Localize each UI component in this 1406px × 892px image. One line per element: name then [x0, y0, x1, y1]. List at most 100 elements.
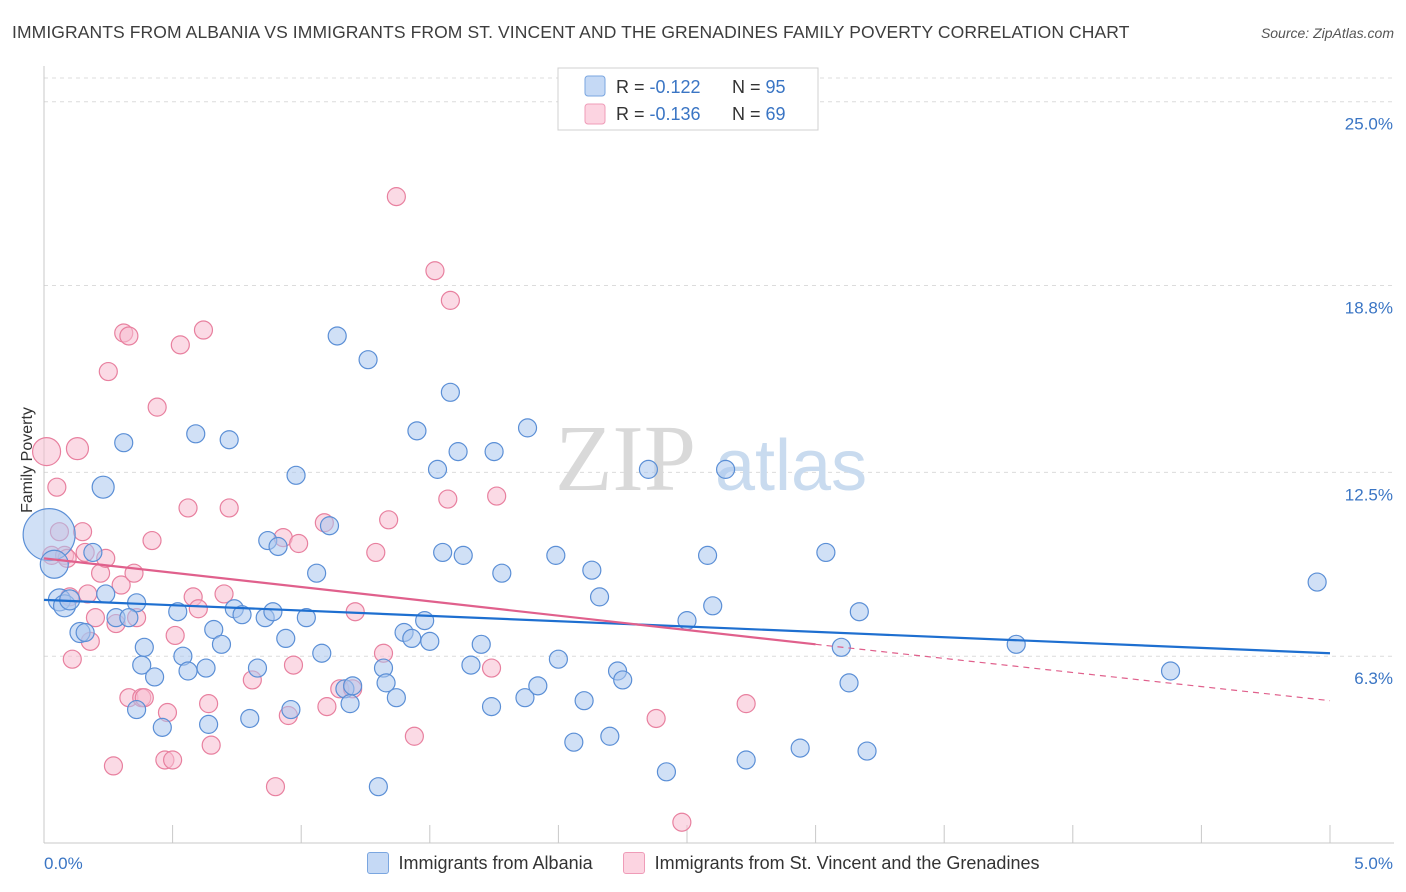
- data-point: [672, 812, 692, 832]
- data-point: [163, 750, 183, 770]
- data-point: [440, 382, 460, 402]
- data-point: [168, 602, 188, 622]
- data-point: [317, 697, 337, 717]
- data-point: [548, 649, 569, 669]
- data-point: [204, 619, 224, 640]
- stats-n-value: 95: [766, 77, 786, 97]
- data-point: [283, 655, 304, 675]
- data-point: [232, 605, 252, 625]
- data-point: [448, 442, 468, 462]
- data-point: [247, 658, 268, 678]
- data-point: [366, 542, 386, 563]
- data-point: [790, 738, 810, 758]
- data-point: [703, 596, 723, 616]
- bottom-legend: Immigrants from Albania Immigrants from …: [0, 852, 1406, 874]
- trend-line: [43, 598, 1331, 655]
- stats-r-label: R =: [616, 104, 650, 124]
- data-point: [186, 424, 206, 444]
- data-point: [211, 634, 232, 654]
- data-point: [119, 326, 139, 346]
- stats-swatch-pink: [584, 103, 606, 125]
- data-point: [379, 510, 399, 530]
- data-point: [286, 465, 306, 485]
- svg-text:N = 95: N = 95: [732, 77, 786, 97]
- data-point: [196, 658, 216, 678]
- data-point: [697, 545, 718, 565]
- series-blue-points: [22, 326, 1327, 797]
- data-point: [368, 777, 388, 797]
- data-point: [327, 326, 347, 346]
- data-point: [420, 631, 440, 651]
- data-point: [656, 762, 677, 782]
- data-point: [528, 676, 548, 696]
- svg-text:R = -0.136: R = -0.136: [616, 104, 701, 124]
- data-point: [839, 673, 859, 693]
- data-point: [358, 350, 378, 370]
- stats-n-label: N =: [732, 104, 766, 124]
- trend-line-extrapolated: [815, 643, 1331, 702]
- data-point: [433, 542, 453, 563]
- data-point: [103, 756, 124, 776]
- data-point: [307, 563, 327, 583]
- watermark: ZIP atlas: [555, 407, 867, 511]
- data-point: [85, 608, 106, 628]
- legend-item-st-vincent[interactable]: Immigrants from St. Vincent and the Gren…: [622, 852, 1039, 874]
- data-point: [715, 459, 736, 479]
- trend-line: [43, 557, 816, 646]
- data-point: [461, 655, 481, 675]
- data-point: [484, 442, 504, 462]
- data-point: [263, 602, 283, 622]
- y-axis-label: Family Poverty: [19, 407, 36, 513]
- y-tick-label: 18.8%: [1345, 299, 1393, 318]
- stats-r-value: -0.122: [650, 77, 701, 97]
- svg-text:R = -0.122: R = -0.122: [616, 77, 701, 97]
- data-point: [613, 670, 633, 690]
- data-point: [83, 542, 103, 563]
- stats-r-label: R =: [616, 77, 650, 97]
- data-point: [589, 587, 610, 607]
- data-point: [404, 726, 424, 746]
- data-point: [47, 477, 67, 497]
- chart-title: IMMIGRANTS FROM ALBANIA VS IMMIGRANTS FR…: [12, 22, 1130, 42]
- data-point: [268, 536, 288, 557]
- data-point: [201, 735, 221, 755]
- gridlines: [44, 77, 1394, 657]
- data-point: [312, 643, 332, 663]
- data-point: [453, 545, 473, 565]
- data-point: [199, 714, 219, 734]
- data-point: [276, 628, 296, 649]
- legend-label-albania: Immigrants from Albania: [398, 852, 593, 873]
- legend-item-albania[interactable]: Immigrants from Albania: [366, 852, 593, 874]
- data-point: [816, 542, 836, 563]
- data-point: [487, 486, 507, 506]
- data-point: [481, 658, 502, 678]
- x-tick-label: 5.0%: [1354, 854, 1393, 873]
- data-point: [178, 498, 198, 518]
- y-tick-label: 25.0%: [1345, 115, 1393, 134]
- data-point: [427, 459, 448, 479]
- stats-legend: R = -0.122 N = 95 R = -0.136 N = 69: [557, 67, 819, 131]
- data-point: [31, 437, 62, 467]
- data-point: [178, 661, 198, 681]
- data-point: [546, 545, 566, 565]
- stats-swatch-blue: [584, 75, 606, 97]
- data-point: [407, 421, 427, 441]
- y-tick-label: 6.3%: [1354, 669, 1393, 688]
- data-point: [736, 750, 756, 770]
- x-tick-label: 0.0%: [44, 854, 83, 873]
- data-point: [188, 599, 208, 619]
- data-point: [91, 475, 115, 499]
- data-point: [78, 584, 98, 604]
- data-point: [564, 732, 584, 752]
- data-point: [214, 584, 234, 604]
- svg-text:N = 69: N = 69: [732, 104, 786, 124]
- data-point: [600, 726, 620, 746]
- data-point: [515, 688, 535, 708]
- data-point: [240, 708, 260, 729]
- data-point: [849, 602, 869, 622]
- stats-n-value: 69: [766, 104, 786, 124]
- stats-r-value: -0.136: [650, 104, 701, 124]
- data-point: [1307, 572, 1327, 592]
- data-point: [386, 688, 406, 708]
